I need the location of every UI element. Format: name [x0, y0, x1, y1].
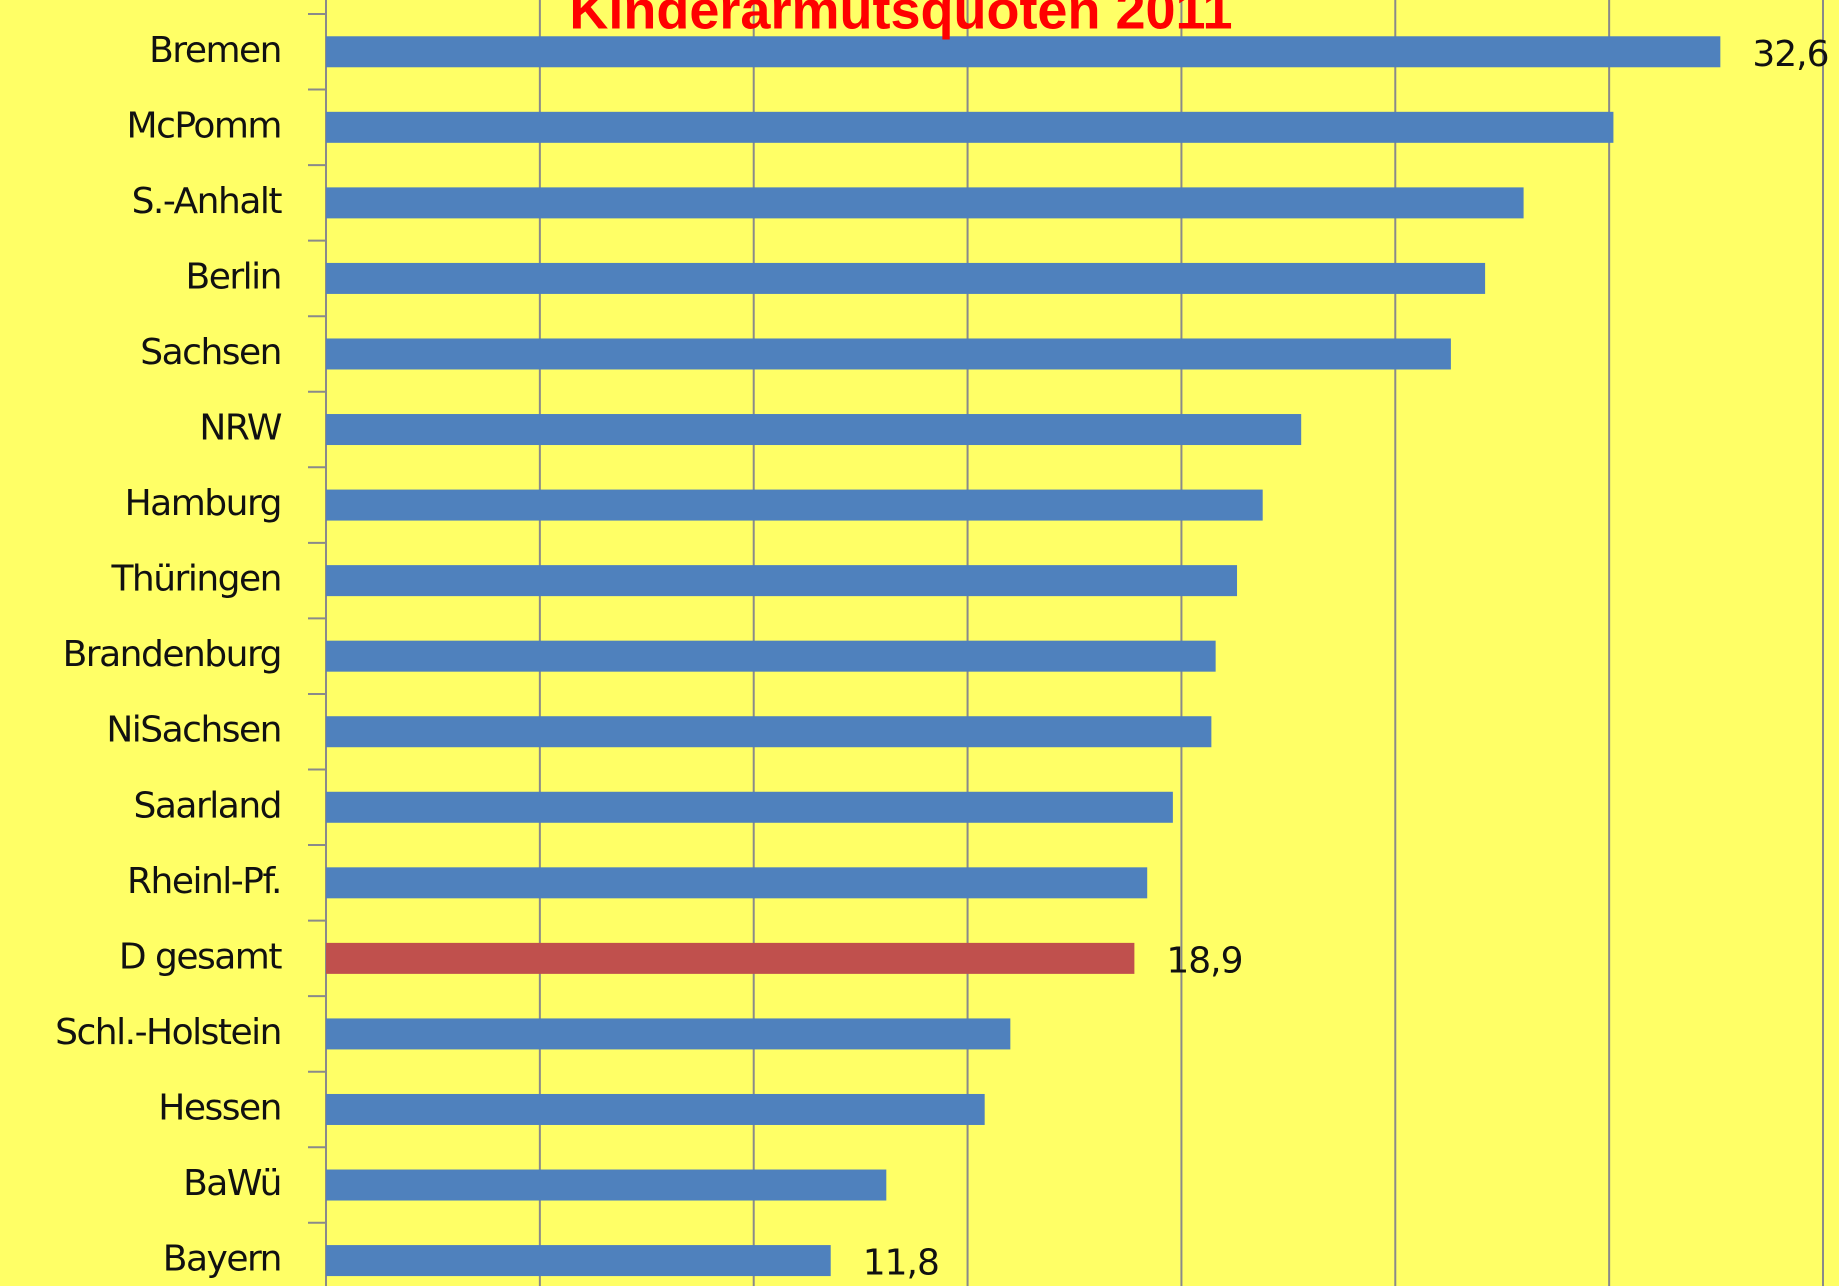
bar: [326, 565, 1238, 597]
category-label: Rheinl-Pf.: [127, 861, 281, 902]
bar: [326, 942, 1135, 974]
bar: [326, 1018, 1011, 1050]
category-label: Schl.-Holstein: [55, 1012, 281, 1053]
chart-title: Kinderarmutsquoten 2011: [569, 0, 1232, 40]
bar: [326, 414, 1302, 446]
category-label: Hessen: [158, 1087, 281, 1128]
category-label: NiSachsen: [106, 710, 281, 751]
bar: [326, 111, 1614, 143]
bar: [326, 791, 1173, 823]
bar: [326, 262, 1486, 294]
category-label: D gesamt: [119, 936, 283, 977]
bar: [326, 187, 1524, 219]
bar: [326, 489, 1263, 521]
bar: [326, 867, 1148, 899]
category-label: Brandenburg: [63, 634, 281, 675]
category-label: Berlin: [186, 256, 281, 297]
bar: [326, 1245, 831, 1277]
value-label: 18,9: [1166, 940, 1242, 981]
category-label: McPomm: [127, 105, 281, 146]
category-label: Hamburg: [125, 483, 281, 524]
bar: [326, 640, 1216, 672]
category-label: Thüringen: [110, 559, 281, 600]
bar: [326, 1093, 985, 1125]
category-label: BaWü: [183, 1163, 281, 1204]
bar: [326, 716, 1212, 748]
category-label: Bremen: [149, 30, 281, 71]
category-label: Sachsen: [140, 332, 281, 373]
category-label: Saarland: [133, 785, 281, 826]
bar: [326, 338, 1451, 370]
category-label: S.-Anhalt: [132, 181, 283, 222]
value-label: 32,6: [1752, 34, 1828, 75]
value-label: 11,8: [863, 1243, 939, 1284]
category-label: Bayern: [163, 1239, 281, 1280]
bar: [326, 1169, 887, 1201]
bar: [326, 36, 1721, 68]
category-label: NRW: [199, 408, 281, 449]
